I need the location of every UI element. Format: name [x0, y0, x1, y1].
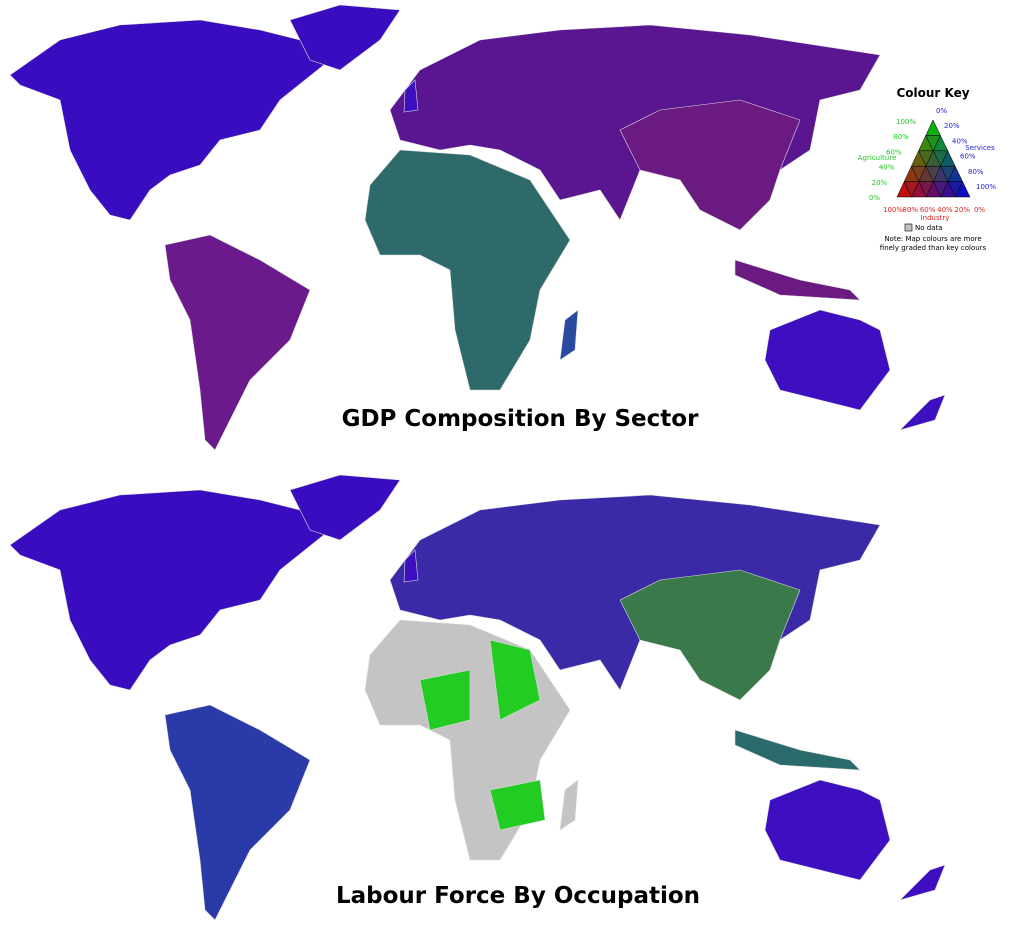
land-samerica [164, 704, 311, 921]
land-africa [364, 149, 571, 391]
industry-tick: 60% [920, 206, 936, 214]
services-tick: 40% [952, 137, 968, 145]
industry-tick: 80% [903, 206, 919, 214]
axis-label: Services [965, 144, 995, 152]
key-cell [911, 181, 927, 198]
no-data-label: No data [915, 224, 943, 232]
key-cell [940, 181, 956, 198]
key-cell [896, 181, 912, 198]
labour-map [9, 474, 946, 921]
land-samerica [164, 234, 311, 451]
axis-label: Agriculture [858, 154, 897, 162]
land-australia [764, 779, 891, 881]
land-region [489, 779, 546, 831]
industry-tick: 40% [937, 206, 953, 214]
land-uk [403, 79, 419, 113]
axis-label: Industry [921, 214, 950, 222]
services-tick: 20% [944, 122, 960, 130]
land-uk [403, 549, 419, 583]
land-nz [898, 394, 946, 431]
map-title: GDP Composition By Sector [342, 406, 700, 432]
gdp-map [9, 4, 946, 451]
key-cell [925, 119, 941, 136]
industry-tick: 20% [954, 206, 970, 214]
land-indonesia [734, 259, 861, 301]
industry-tick: 0% [974, 206, 985, 214]
land-asia [619, 569, 801, 701]
land-greenland [289, 4, 401, 71]
services-tick: 80% [968, 168, 984, 176]
colour-key: Colour Key Agriculture Services Industry… [858, 86, 997, 252]
map-title: Labour Force By Occupation [336, 883, 700, 909]
land-madagascar [559, 309, 579, 361]
agriculture-tick: 60% [886, 148, 902, 156]
services-tick: 100% [976, 183, 996, 191]
land-region [419, 669, 471, 731]
land-africa [364, 619, 571, 861]
land-madagascar [559, 779, 579, 831]
land-region [489, 639, 541, 721]
agriculture-tick: 20% [872, 179, 888, 187]
key-title: Colour Key [896, 86, 969, 100]
key-cell [925, 181, 942, 198]
key-cell [955, 181, 971, 198]
services-tick: 60% [960, 153, 976, 161]
land-namerica [9, 19, 331, 221]
services-tick: 0% [936, 107, 947, 115]
agriculture-tick: 40% [879, 164, 895, 172]
note: Note: Map colours are more [884, 235, 981, 243]
land-australia [764, 309, 891, 411]
industry-tick: 100% [883, 206, 903, 214]
agriculture-tick: 0% [869, 194, 880, 202]
no-data-swatch [904, 223, 913, 232]
agriculture-tick: 80% [893, 133, 909, 141]
land-greenland [289, 474, 401, 541]
land-asia [619, 99, 801, 231]
land-nz [898, 864, 946, 901]
land-indonesia [734, 729, 861, 771]
note: finely graded than key colours [880, 244, 987, 252]
land-namerica [9, 489, 331, 691]
agriculture-tick: 100% [896, 118, 916, 126]
